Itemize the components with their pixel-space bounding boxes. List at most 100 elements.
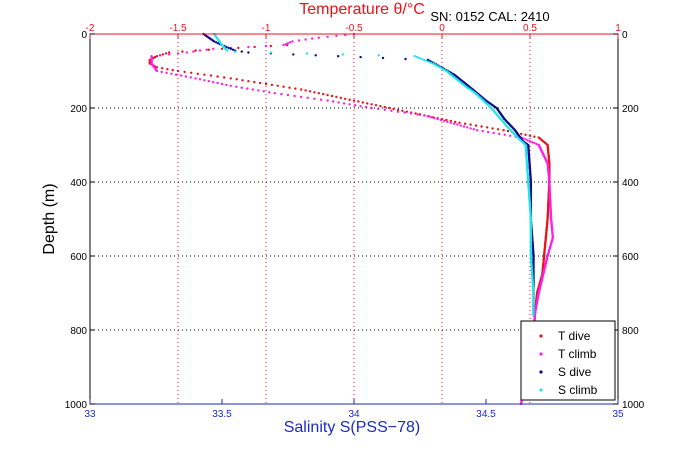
data-point-s-climb [226, 49, 229, 52]
data-point-t-dive [194, 49, 197, 52]
data-point-t-climb [383, 108, 386, 112]
bottom-axis-title: Salinity S(PSS−78) [284, 419, 421, 436]
data-point-t-climb [370, 106, 373, 110]
data-point-t-dive [168, 51, 171, 54]
data-point-s-climb [415, 55, 419, 59]
data-point-t-climb [469, 127, 472, 130]
legend-label-t-climb: T climb [558, 347, 597, 361]
top-axis-title: Temperature θ/°C [299, 1, 425, 18]
data-point-t-dive [288, 86, 291, 89]
data-point-s-climb [341, 53, 345, 56]
bottom-tick-label: 33 [84, 409, 96, 420]
data-point-t-dive [152, 56, 155, 60]
data-point-t-climb [416, 113, 419, 116]
data-point-t-dive [223, 76, 226, 79]
left-tick-label: 400 [70, 178, 87, 189]
data-point-s-climb [429, 61, 433, 64]
data-point-t-climb [476, 129, 479, 132]
data-point-t-dive [241, 79, 244, 82]
data-point-t-dive [524, 133, 527, 136]
data-point-t-climb [528, 140, 532, 143]
data-point-t-dive [392, 107, 395, 111]
data-point-t-climb [235, 85, 238, 88]
data-point-t-climb [472, 128, 476, 131]
data-point-t-dive [322, 92, 325, 96]
data-point-t-climb [185, 51, 188, 54]
data-point-t-climb [286, 93, 290, 97]
data-point-t-dive [480, 125, 483, 128]
legend-marker-s-climb [539, 388, 543, 392]
data-point-t-dive [300, 88, 303, 91]
data-point-t-dive [181, 50, 184, 53]
data-point-t-dive [352, 99, 356, 102]
data-point-s-climb [427, 60, 430, 63]
data-point-t-climb [165, 71, 168, 75]
data-point-t-climb [359, 105, 362, 108]
data-point-s-dive [231, 48, 235, 51]
data-point-s-dive [212, 40, 216, 43]
top-tick-label: -1.5 [169, 23, 187, 34]
data-point-t-dive [253, 45, 256, 49]
left-tick-label: 600 [70, 252, 87, 263]
data-point-t-climb [175, 73, 178, 76]
data-point-s-dive [381, 56, 385, 60]
data-point-t-climb [203, 79, 206, 82]
data-point-t-dive [339, 96, 342, 100]
data-point-t-dive [258, 81, 262, 85]
data-point-t-dive [357, 100, 360, 103]
data-point-t-dive [374, 104, 378, 107]
legend-marker-t-climb [539, 352, 543, 356]
data-point-t-climb [205, 48, 208, 51]
right-tick-label: 0 [622, 30, 628, 41]
data-point-t-dive [449, 119, 452, 123]
left-tick-label: 200 [70, 104, 87, 115]
data-point-t-climb [264, 44, 268, 48]
left-tick-label: 0 [81, 30, 87, 41]
data-point-t-dive [282, 85, 285, 88]
data-point-t-dive [276, 84, 279, 88]
top-tick-label: 1 [615, 23, 621, 34]
data-point-t-climb [429, 116, 433, 119]
data-point-t-dive [253, 80, 256, 84]
bottom-tick-label: 33.5 [212, 409, 232, 420]
data-point-t-climb [410, 112, 413, 115]
data-point-t-climb [524, 138, 527, 141]
data-point-t-dive [370, 103, 373, 106]
data-point-t-dive [148, 62, 151, 65]
right-tick-label: 600 [622, 252, 639, 263]
data-point-s-climb [425, 59, 428, 62]
data-point-s-dive [292, 53, 295, 56]
data-point-t-climb [194, 77, 197, 80]
data-point-t-climb [268, 91, 271, 94]
data-point-t-climb [229, 84, 232, 88]
data-point-t-dive [418, 113, 422, 116]
data-point-t-dive [216, 75, 219, 78]
data-point-t-dive [445, 118, 448, 122]
data-point-t-dive [308, 90, 312, 93]
data-point-t-climb [280, 92, 283, 96]
data-point-t-climb [503, 133, 506, 136]
data-point-t-dive [220, 47, 224, 50]
data-point-s-climb [532, 314, 535, 317]
data-point-t-climb [216, 81, 219, 85]
data-point-t-dive [379, 105, 382, 108]
data-point-t-climb [246, 87, 249, 90]
data-point-t-climb [304, 38, 307, 41]
legend: T dive T climb S dive S climb [520, 320, 616, 401]
data-point-t-dive [474, 124, 478, 127]
data-point-t-dive [326, 93, 329, 97]
data-point-t-dive [469, 123, 472, 126]
bottom-tick-label: 35 [612, 409, 624, 420]
data-point-t-dive [166, 68, 169, 71]
data-point-t-dive [313, 91, 316, 94]
data-point-t-dive [264, 82, 268, 86]
data-point-t-climb [443, 119, 446, 123]
data-point-t-climb [403, 111, 406, 114]
data-point-t-climb [433, 117, 436, 120]
data-point-t-dive [155, 55, 159, 58]
right-tick-label: 800 [622, 326, 639, 337]
data-point-t-climb [498, 132, 501, 136]
data-point-t-dive [304, 89, 307, 92]
data-point-t-climb [306, 96, 309, 100]
data-point-t-dive [335, 95, 338, 99]
